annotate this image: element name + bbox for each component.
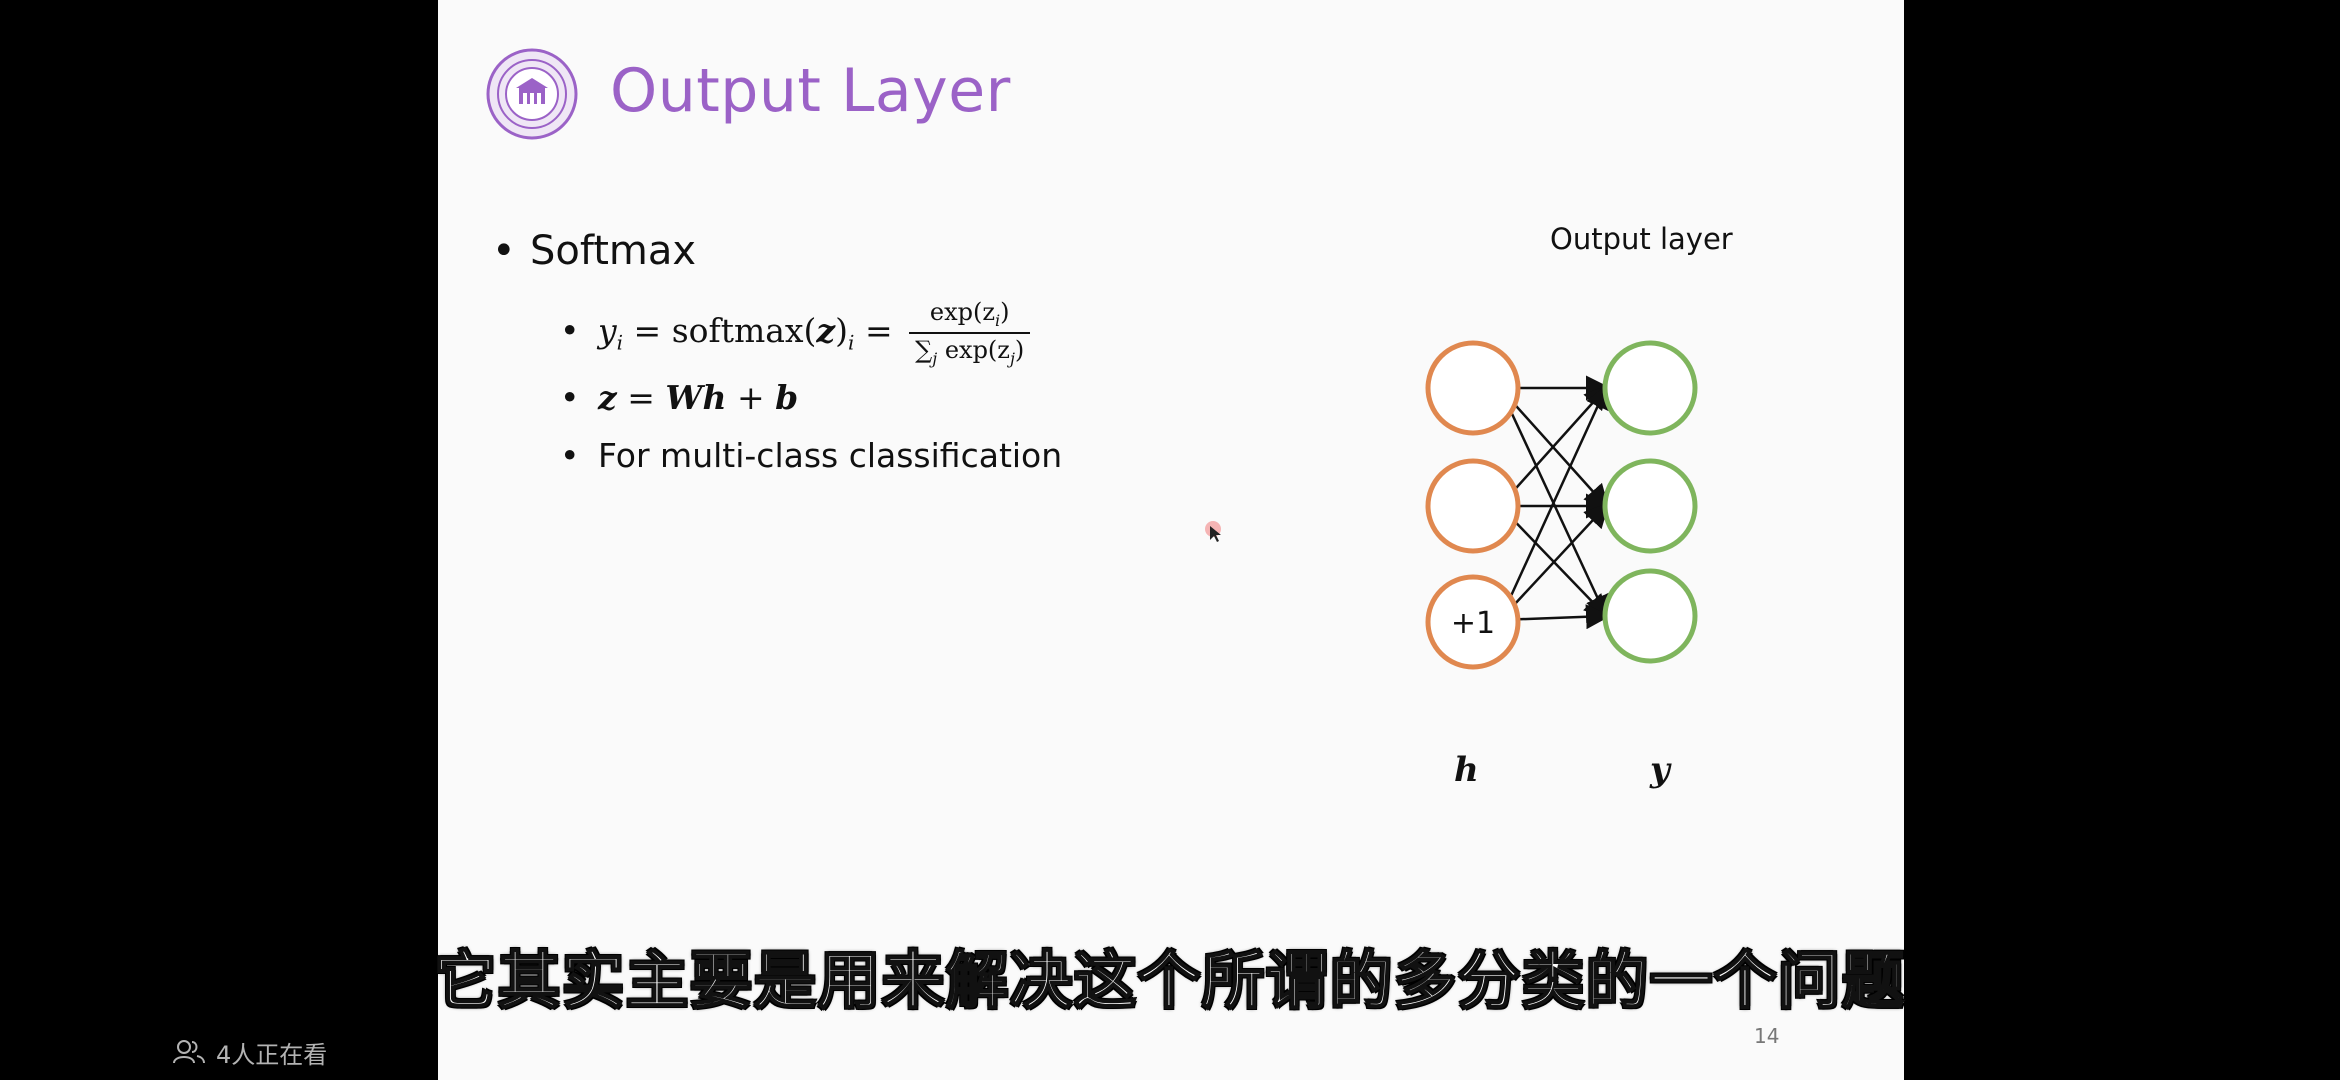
bullet-dot: • xyxy=(560,310,580,350)
viewer-count-text: 4人正在看 xyxy=(216,1040,328,1069)
bullet-dot: • xyxy=(492,228,516,274)
viewer-count: 4人正在看 xyxy=(172,1036,328,1069)
formula2-b: b xyxy=(775,378,799,417)
formula-y-sub: i xyxy=(616,330,624,355)
presentation-slide: Output Layer • Softmax • yi = softmax(z)i … xyxy=(438,0,1904,1080)
linear-formula: • z = Wh + b xyxy=(560,378,799,417)
bias-label: +1 xyxy=(1451,606,1495,641)
output-layer-label: Output layer xyxy=(1550,222,1733,256)
bullet-dot: • xyxy=(560,436,580,475)
bullet-softmax-label: Softmax xyxy=(530,228,697,274)
formula-equals: = xyxy=(854,310,904,350)
slide-title: Output Layer xyxy=(610,56,1011,126)
university-logo-icon xyxy=(486,48,578,140)
hidden-node-2 xyxy=(1425,458,1521,554)
bias-node xyxy=(1425,574,1521,670)
output-layer-var-label: y xyxy=(1650,750,1670,790)
connections xyxy=(1498,375,1611,630)
softmax-formula: • yi = softmax(z)i = exp(zi) ∑j exp(zj) xyxy=(560,298,1031,368)
bullet-multiclass-label: For multi-class classification xyxy=(598,436,1063,475)
video-subtitle: 它其实主要是用来解决这个所谓的多分类的一个问题 xyxy=(433,943,1906,1018)
formula-numerator: exp(zi) xyxy=(909,298,1031,334)
bullet-softmax: • Softmax xyxy=(492,228,696,274)
slide-page-number: 14 xyxy=(1754,1024,1780,1048)
formula-softmax-sub: i xyxy=(848,330,855,355)
neural-network-diagram: +1 xyxy=(1425,340,1698,670)
formula2-wh: Wh xyxy=(665,378,727,417)
hidden-layer-label: h xyxy=(1454,750,1479,790)
formula2-z: z xyxy=(598,378,617,417)
viewers-icon xyxy=(173,1040,205,1064)
formula-fraction: exp(zi) ∑j exp(zj) xyxy=(909,298,1031,368)
bullet-dot: • xyxy=(560,378,580,417)
formula-softmax: = softmax( xyxy=(623,310,817,350)
formula-z: z xyxy=(816,310,836,350)
hidden-node-1 xyxy=(1425,340,1521,436)
output-node-3 xyxy=(1602,568,1698,664)
mouse-pointer-icon xyxy=(1205,521,1221,542)
output-node-2 xyxy=(1602,458,1698,554)
formula-y: y xyxy=(598,310,617,350)
bullet-multiclass: • For multi-class classification xyxy=(560,436,1062,475)
output-node-1 xyxy=(1602,340,1698,436)
formula-denominator: ∑j exp(zj) xyxy=(915,335,1025,368)
